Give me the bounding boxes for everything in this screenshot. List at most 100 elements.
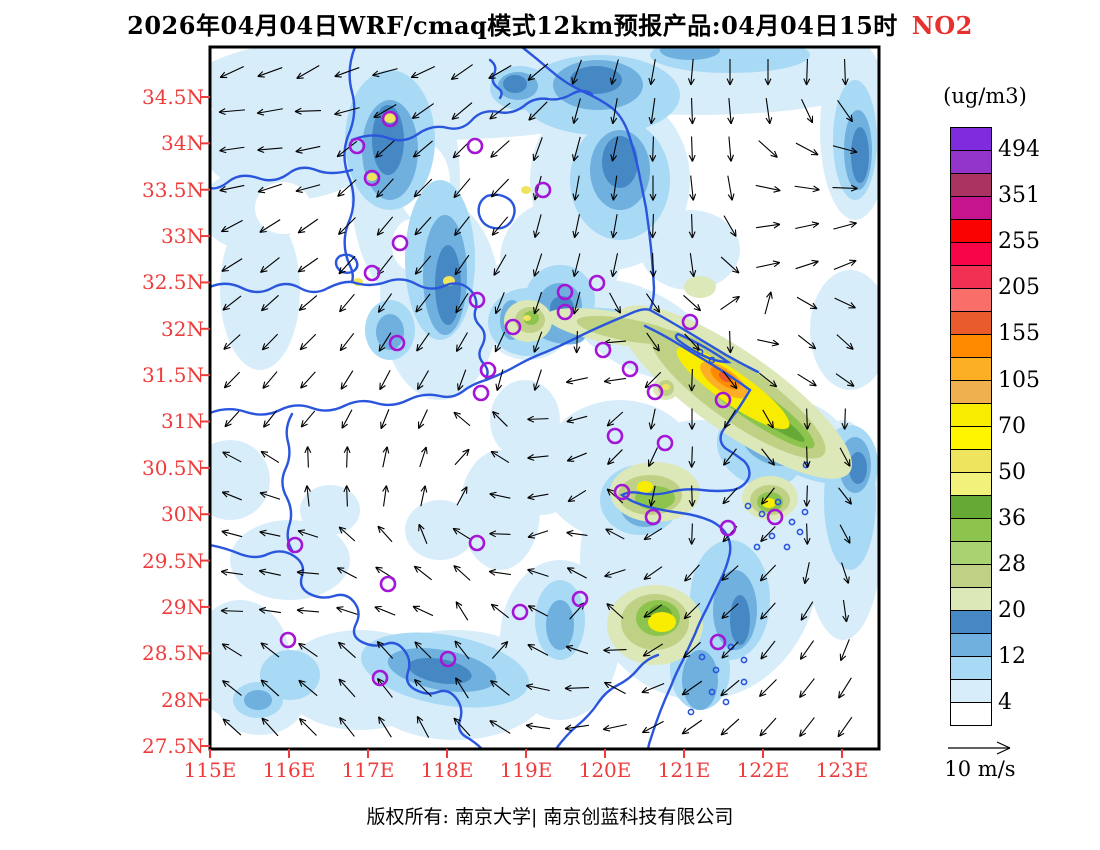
colorbar-label: 36 [998, 505, 1026, 531]
wind-vector [527, 415, 549, 423]
station-marker [556, 283, 574, 301]
wind-vector [642, 643, 664, 657]
wind-vector [572, 175, 580, 201]
wind-vector [795, 259, 819, 270]
wind-vector [571, 98, 581, 124]
wind-vector [337, 217, 356, 236]
island-mark [774, 498, 782, 506]
wind-vector [490, 603, 510, 619]
wind-vector [416, 370, 429, 390]
wind-vector [338, 678, 356, 698]
wind-vector [260, 450, 280, 464]
wind-vector [260, 679, 280, 697]
wind-vector [258, 606, 281, 614]
wind-vector [453, 717, 471, 737]
wind-vector [221, 529, 243, 538]
province-boundary [488, 58, 503, 100]
wind-vector [566, 452, 587, 462]
contour-khaki [523, 315, 531, 321]
contour-white [255, 182, 311, 234]
wind-vector [453, 565, 471, 581]
wind-vector [841, 408, 849, 430]
wind-vector [260, 642, 280, 658]
lat-label: 29.5N [141, 548, 204, 573]
wind-vector [761, 448, 776, 466]
wind-vector [525, 722, 550, 730]
wind-vector [802, 562, 810, 585]
lon-label: 116E [262, 758, 316, 782]
wind-vector [648, 485, 656, 507]
province-boundary [643, 324, 752, 392]
contour-pale_blue [640, 210, 740, 290]
wind-vector [837, 100, 853, 123]
wind-vector [490, 140, 510, 158]
station-marker [371, 669, 389, 687]
wind-vector [298, 717, 317, 736]
wind-vector [720, 295, 740, 311]
island-mark [696, 348, 704, 356]
contour-light_green [576, 315, 680, 345]
wind-vector [527, 605, 548, 617]
colorbar-block [951, 288, 991, 311]
wind-legend-arrow [948, 741, 1011, 755]
wind-vector [220, 568, 243, 576]
province-boundary [210, 166, 354, 190]
wind-vector [415, 293, 431, 313]
colorbar-block [951, 495, 991, 518]
wind-vector [262, 410, 277, 428]
province-boundary [350, 278, 489, 380]
station-marker [379, 575, 397, 593]
wind-vector [450, 64, 473, 80]
lat-label: 31N [161, 409, 204, 434]
province-boundary [674, 332, 732, 364]
wind-vector [527, 568, 549, 577]
colorbar-block [951, 150, 991, 173]
wind-vector [832, 145, 858, 154]
wind-vector [376, 178, 394, 198]
wind-vector [222, 295, 242, 311]
station-marker [468, 534, 486, 552]
wind-vector [376, 640, 394, 659]
wind-vector [299, 333, 317, 351]
wind-vector [257, 146, 283, 154]
island-mark [687, 708, 695, 716]
wind-vector [223, 371, 241, 389]
island-mark [712, 666, 720, 674]
wind-vector [219, 146, 245, 154]
wind-vector [224, 410, 240, 428]
wind-vector [372, 68, 398, 78]
wind-vector [259, 491, 281, 500]
lat-label: 33.5N [141, 177, 204, 202]
wind-vector [803, 523, 811, 545]
lat-label: 28.5N [141, 641, 204, 666]
wind-vector [610, 253, 619, 278]
wind-vector [304, 446, 312, 468]
wind-vector [801, 98, 814, 124]
wind-vector [689, 253, 697, 278]
wind-vector [376, 216, 394, 236]
contour-deep_blue [849, 452, 867, 484]
station-marker [556, 303, 574, 321]
wind-vector [799, 678, 815, 698]
contour-pale_blue [300, 485, 360, 535]
wind-vector [722, 370, 738, 390]
wind-vector [722, 487, 738, 505]
island-mark [740, 656, 748, 664]
wind-vector [377, 525, 393, 543]
wind-vector [337, 641, 356, 659]
lon-label: 120E [578, 758, 632, 782]
colorbar-block [951, 265, 991, 288]
wind-vector [649, 252, 657, 278]
wind-vector [256, 108, 283, 116]
wind-vector [755, 184, 781, 193]
contour-deep_blue [730, 595, 750, 645]
contour-mid_blue [244, 690, 272, 710]
wind-vector [220, 219, 243, 233]
wind-vector [296, 65, 320, 80]
wind-vector [839, 447, 851, 467]
station-marker [472, 384, 490, 402]
wind-vector [490, 450, 510, 464]
colorbar-block [951, 541, 991, 564]
wind-vector [295, 184, 321, 193]
